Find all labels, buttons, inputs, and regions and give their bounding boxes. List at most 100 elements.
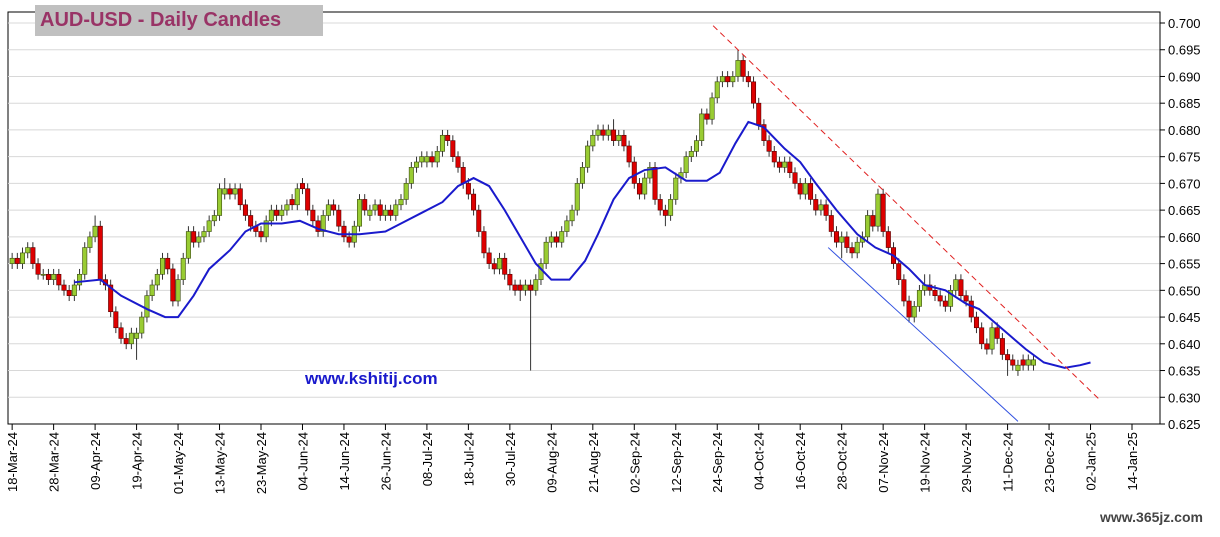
candle-body [377, 204, 383, 216]
candle-body [554, 236, 560, 243]
candle-body [445, 134, 451, 141]
candle-body [97, 225, 103, 280]
candle-body [569, 209, 575, 222]
candle-body [631, 161, 637, 184]
candle-body [1015, 364, 1021, 371]
candle-body [854, 241, 860, 254]
candle-body [268, 209, 274, 222]
candle-body [916, 290, 922, 307]
candle-body [227, 188, 233, 195]
candle-body [403, 183, 409, 200]
candle-body [823, 204, 829, 216]
candle-body [761, 124, 767, 141]
candle-body [476, 209, 482, 232]
y-tick-label: 0.645 [1168, 310, 1201, 325]
candle-body [408, 167, 414, 184]
candle-body [450, 140, 456, 157]
candle-body [559, 231, 565, 243]
candle-body [144, 295, 150, 318]
x-tick-label: 16-Oct-24 [793, 432, 808, 490]
x-tick-label: 02-Jan-25 [1084, 432, 1099, 491]
candle-body [657, 199, 663, 211]
candle-body [1025, 359, 1031, 366]
candle-body [419, 156, 425, 163]
candle-body [719, 76, 725, 83]
x-tick-label: 11-Dec-24 [1001, 432, 1016, 492]
x-tick-label: 18-Jul-24 [461, 432, 476, 486]
watermark: www.kshitij.com [304, 369, 438, 388]
y-tick-label: 0.690 [1168, 69, 1201, 84]
candle-body [548, 236, 554, 243]
trend-line [827, 247, 1019, 422]
y-tick-label: 0.635 [1168, 364, 1201, 379]
candle-body [346, 236, 352, 243]
candle-body [149, 284, 155, 296]
x-tick-label: 23-May-24 [254, 432, 269, 494]
candle-body [735, 60, 741, 77]
candle-body [901, 279, 907, 302]
y-tick-label: 0.630 [1168, 390, 1201, 405]
candle-body [574, 183, 580, 211]
candle-body [45, 273, 51, 280]
x-tick-label: 28-Mar-24 [47, 432, 62, 492]
candle-body [994, 327, 1000, 339]
candle-body [973, 316, 979, 329]
candle-body [745, 76, 751, 83]
candle-body [14, 257, 20, 264]
candle-body [999, 338, 1005, 355]
candle-body [989, 327, 995, 350]
grid: 0.625 0.630 0.635 0.640 0.645 0.650 0.655 0.660… [5, 12, 1201, 494]
candle-body [248, 215, 254, 227]
candle-body [486, 252, 492, 264]
candle-body [512, 284, 518, 291]
candle-body [128, 332, 134, 345]
candle-body [232, 188, 238, 195]
candle-body [683, 156, 689, 174]
candle-body [968, 300, 974, 318]
candle-body [813, 199, 819, 211]
y-tick-label: 0.700 [1168, 16, 1201, 31]
candle-body [906, 300, 912, 318]
candle-body [797, 183, 803, 195]
candle-body [242, 204, 248, 216]
y-tick-label: 0.650 [1168, 283, 1201, 298]
plot-frame [7, 11, 1161, 425]
candle-body [647, 167, 653, 179]
candle-body [274, 209, 280, 216]
candle-body [605, 129, 611, 136]
y-tick-label: 0.695 [1168, 43, 1201, 58]
candle-body [626, 145, 632, 163]
candle-body [636, 183, 642, 195]
candle-body [771, 151, 777, 163]
candle-body [263, 220, 269, 238]
watermark: www.365jz.com [1099, 509, 1203, 525]
candle-body [35, 263, 41, 275]
candle-body [844, 236, 850, 248]
candle-body [704, 113, 710, 120]
x-tick-label: 04-Oct-24 [752, 432, 767, 490]
candle-body [1010, 359, 1016, 366]
candle-body [113, 311, 119, 329]
title-box [35, 5, 323, 36]
candle-body [191, 231, 197, 243]
candle-body [258, 231, 264, 238]
candle-body [134, 332, 140, 339]
candle-body [528, 284, 534, 291]
candle-body [196, 236, 202, 243]
candle-body [30, 247, 36, 264]
candle-body [1020, 359, 1026, 366]
y-tick-label: 0.675 [1168, 150, 1201, 165]
candle-body [533, 279, 539, 291]
candle-body [222, 188, 228, 195]
x-tick-label: 26-Jun-24 [378, 432, 393, 491]
candle-body [40, 273, 46, 276]
x-tick-label: 08-Jul-24 [420, 432, 435, 486]
candle-body [766, 140, 772, 152]
candle-body [159, 257, 165, 275]
candle-body [564, 220, 570, 232]
candle-body [211, 215, 217, 222]
candle-body [833, 231, 839, 243]
candle-body [611, 129, 617, 141]
candle-body [595, 129, 601, 136]
